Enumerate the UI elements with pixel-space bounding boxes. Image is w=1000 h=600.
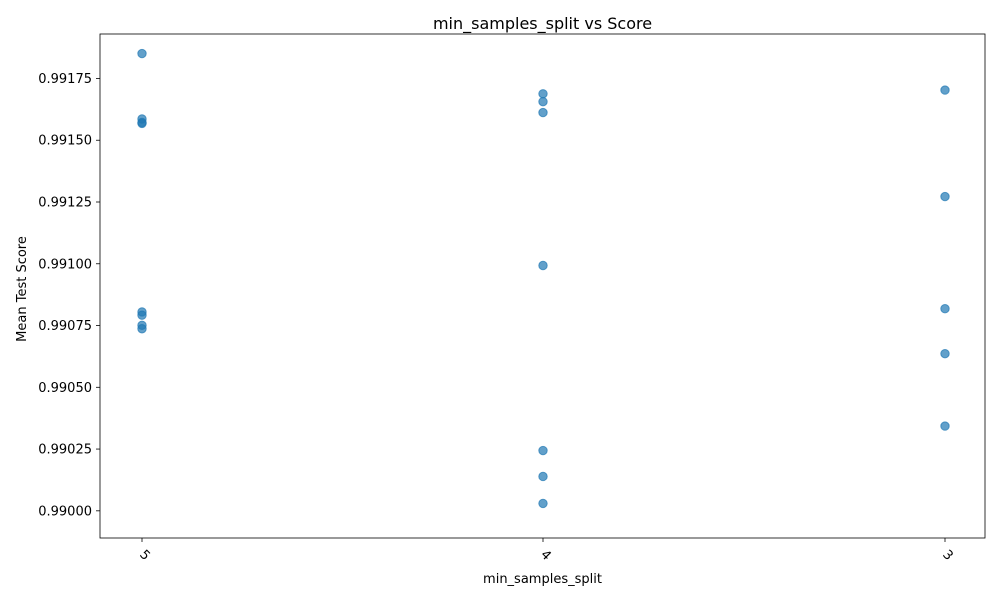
scatter-point [538, 260, 548, 271]
y-tick-label: 0.99100 [38, 257, 92, 272]
scatter-point [940, 191, 950, 202]
y-tick-label: 0.99150 [38, 134, 92, 149]
scatter-point [538, 445, 548, 456]
scatter-point [940, 85, 950, 95]
y-tick-label: 0.99025 [38, 443, 92, 458]
y-axis: 0.99000 0.99025 0.99050 0.99075 0.99100 0.991… [38, 72, 100, 519]
scatter-point [940, 348, 950, 359]
y-tick-label: 0.99125 [38, 196, 92, 211]
scatter-point [137, 118, 147, 129]
scatter-points [137, 48, 950, 509]
scatter-point [538, 107, 548, 118]
scatter-point [137, 310, 147, 320]
y-tick-label: 0.99000 [38, 504, 92, 519]
plot-frame [99, 33, 986, 539]
y-tick-label: 0.99175 [38, 72, 92, 87]
scatter-point [940, 304, 950, 314]
scatter-point [538, 89, 548, 99]
y-axis-label: Mean Test Score [15, 236, 30, 342]
scatter-point [137, 48, 147, 59]
scatter-point [538, 471, 548, 482]
scatter-point [137, 324, 147, 334]
scatter-point [940, 421, 950, 431]
chart-title: min_samples_split vs Score [433, 14, 652, 34]
scatter-point [538, 498, 548, 509]
scatter-point [538, 96, 548, 107]
y-tick-label: 0.99075 [38, 319, 92, 334]
y-tick-label: 0.99050 [38, 381, 92, 396]
x-axis-label: min_samples_split [483, 572, 602, 587]
